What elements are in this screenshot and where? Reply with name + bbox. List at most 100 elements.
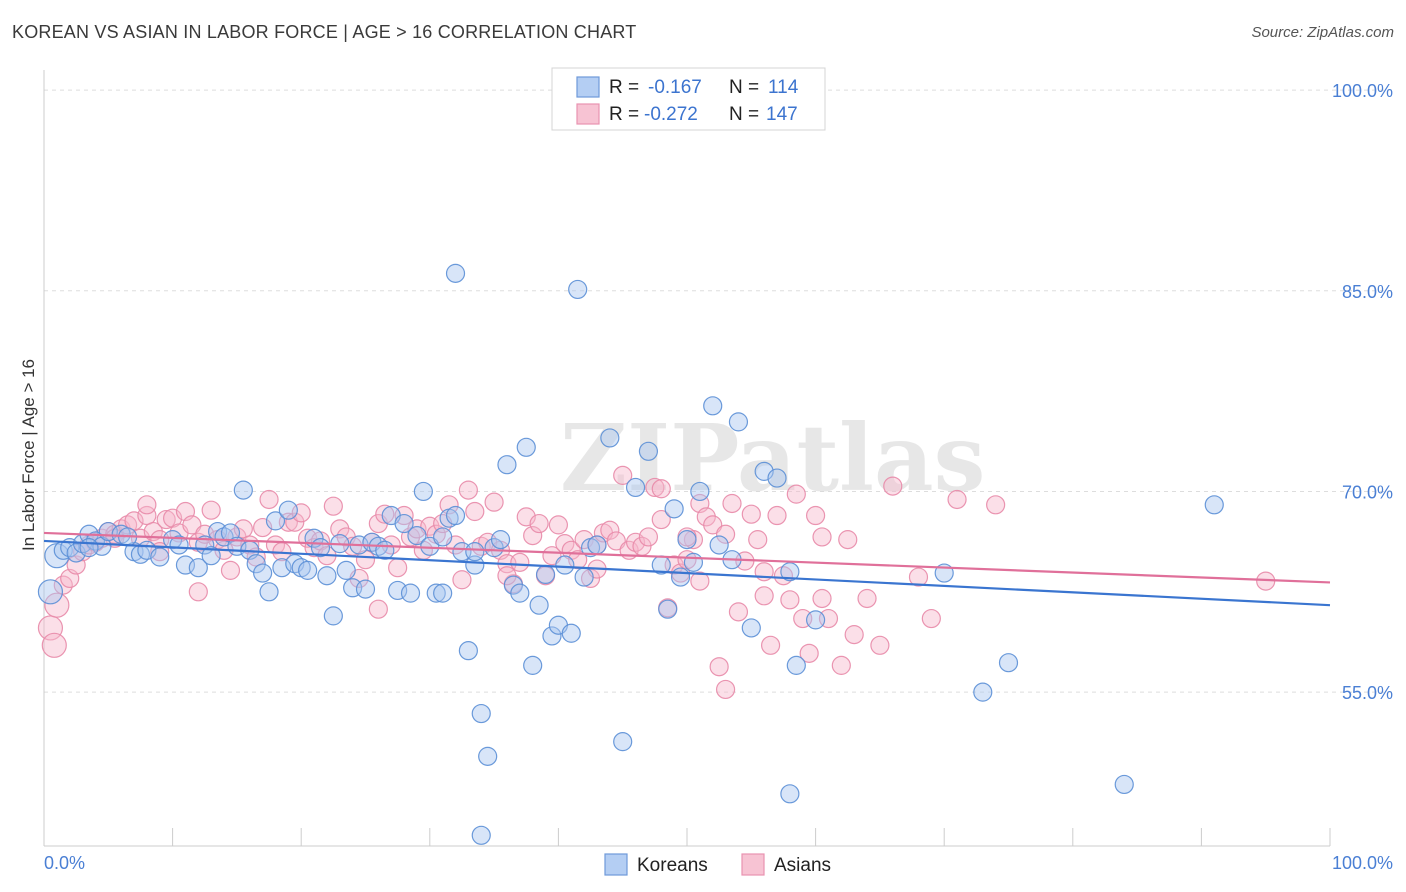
koreans-point-27 [253,563,273,583]
koreans-point-79 [587,535,607,555]
koreans-point-99 [805,610,826,630]
koreans-point-85 [664,499,684,519]
chart-title: KOREAN VS ASIAN IN LABOR FORCE | AGE > 1… [12,22,637,42]
asians-point-116 [780,590,800,610]
asians-point-131 [947,489,967,510]
y-tick-label-3: 100.0% [1332,81,1393,101]
asians-point-79 [542,546,562,566]
legend-n-label-koreans: N = [729,77,759,98]
koreans-point-26 [246,554,266,574]
koreans-point-40 [336,560,356,580]
asians-point-129 [908,567,929,587]
asians-point-19 [156,509,176,530]
koreans-point-101 [973,682,993,702]
koreans-point-106 [600,428,620,448]
koreans-point-64 [490,530,511,550]
y-tick-label-2: 85.0% [1342,282,1393,302]
trend-lines [43,531,1331,607]
koreans-point-76 [568,279,588,300]
koreans-point-53 [420,536,440,556]
koreans-point-89 [690,481,710,502]
koreans-point-62 [478,746,498,766]
koreans-point-69 [523,655,543,675]
asians-point-95 [645,477,665,498]
koreans-point-43 [355,579,376,599]
source-label: Source: ZipAtlas.com [1251,24,1394,41]
asians-point-113 [760,635,781,655]
y-tick-label-0: 55.0% [1342,683,1393,703]
watermark: ZIPatlas [560,404,985,512]
koreans-point-90 [703,396,723,416]
koreans-point-54 [426,583,446,603]
koreans-point-15 [169,535,189,555]
asians-point-88 [600,520,620,540]
asians-point-2 [44,592,70,618]
asians-point-94 [638,527,659,547]
koreans-point-51 [407,525,427,546]
koreans-point-37 [317,566,337,586]
asians-point-121 [812,588,832,609]
asians-point-126 [857,588,877,609]
asians-point-111 [748,530,768,550]
koreans-point-113 [465,542,485,562]
koreans-point-30 [272,558,292,578]
asians-point-29 [220,560,241,580]
asians-point-114 [767,505,787,526]
koreans-point-67 [510,583,530,603]
koreans-point-93 [728,412,749,432]
asians-point-89 [606,531,626,551]
koreans-point-70 [529,595,549,615]
bottom-legend: Koreans Asians [604,853,831,876]
koreans-point-105 [445,263,466,283]
koreans-point-34 [298,560,318,580]
koreans-point-19 [201,546,221,566]
asians-point-123 [831,655,851,675]
bottom-legend-swatch-koreans [604,853,628,876]
asians-point-53 [375,504,395,524]
legend-r-label-asians: R = [609,104,639,125]
x-tick-label-0: 0.0% [44,853,85,873]
koreans-point-68 [516,437,536,457]
koreans-point-59 [458,641,478,661]
koreans-point-65 [497,455,517,475]
koreans-point-50 [400,583,421,603]
koreans-point-87 [677,530,697,550]
koreans-point-31 [278,500,298,520]
koreans-point-24 [233,480,253,500]
asians-point-138 [368,599,388,619]
legend-swatch-asians [576,103,600,125]
koreans-point-88 [683,552,704,572]
asians-point-143 [690,571,710,591]
koreans-point-94 [741,618,761,638]
koreans-point-55 [433,527,453,547]
asians-point-125 [844,625,864,645]
legend: R = -0.167 N = 114 R = -0.272 N = 147 [551,67,826,131]
y-tick-label-1: 70.0% [1342,482,1393,502]
asians-point-74 [510,552,530,572]
asians-point-136 [137,495,157,515]
koreans-point-52 [413,481,433,502]
asians-point-146 [812,527,832,547]
bottom-legend-asians: Asians [774,855,831,876]
asians-point-55 [388,558,408,578]
koreans-point-103 [1114,774,1134,795]
koreans-point-74 [555,555,575,575]
asians-point-120 [805,505,826,526]
koreans-point-57 [445,505,466,526]
koreans-point-102 [998,653,1019,673]
axes [43,70,1331,847]
koreans-point-72 [542,626,562,646]
koreans-point-81 [625,477,646,498]
koreans-point-49 [394,513,414,534]
koreans-point-104 [1204,495,1224,515]
bottom-legend-swatch-asians [741,853,765,876]
asians-point-63 [439,495,459,515]
tick-labels: 55.0% 70.0% 85.0% 100.0% 0.0% 100.0% [44,81,1393,873]
koreans-point-82 [638,441,659,461]
legend-r-value-koreans: -0.167 [648,77,702,98]
asians-point-26 [201,500,221,520]
asians-point-77 [529,513,549,534]
koreans-point-96 [767,468,787,488]
asians-point-144 [715,679,736,700]
